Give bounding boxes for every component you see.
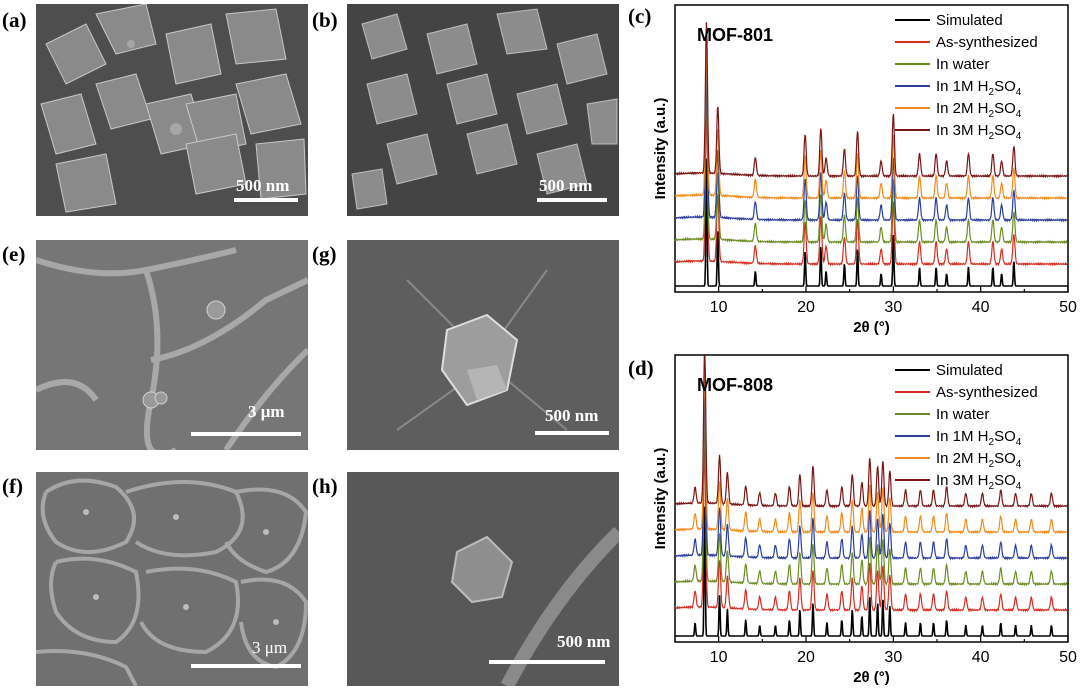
- scale-label-g: 500 nm: [545, 406, 599, 425]
- plot-frame: [674, 354, 1069, 643]
- y-axis-label: Intensity (a.u.): [652, 98, 669, 200]
- scale-label-a: 500 nm: [236, 176, 290, 195]
- xrd-chart-c: 10 20 30 40 50 2θ (°) Intensity (a.u.) MOF-801 S…: [630, 0, 1080, 344]
- chart-title: MOF-808: [697, 375, 773, 395]
- xrd-trace-0: [675, 158, 1068, 287]
- scale-bar-e: [191, 432, 301, 436]
- panel-label-e: (e): [2, 242, 26, 266]
- legend-item: In 3M H2SO4: [936, 472, 1022, 492]
- xrd-trace-1: [674, 111, 1069, 267]
- xrd-trace-3: [675, 396, 1068, 561]
- sem-panel-f: 3 μm: [36, 472, 308, 686]
- xrd-trace-1: [674, 448, 1069, 613]
- xrd-trace-5: [674, 22, 1069, 179]
- legend-item: In 3M H2SO4: [936, 122, 1022, 142]
- legend-item: Simulated: [936, 12, 1003, 29]
- scale-bar-a: [234, 198, 298, 202]
- scale-label-f: 3 μm: [252, 638, 288, 657]
- scale-label-h: 500 nm: [557, 632, 611, 651]
- y-axis-label: Intensity (a.u.): [652, 448, 669, 550]
- sem-panel-h: 500 nm: [347, 472, 619, 686]
- xrd-trace-2: [674, 423, 1068, 587]
- legend-item: As-synthesized: [936, 384, 1038, 401]
- x-tick-label: 30: [884, 649, 902, 666]
- scale-bar-h: [489, 660, 605, 664]
- legend-item: As-synthesized: [936, 34, 1038, 51]
- xrd-trace-3: [675, 66, 1068, 223]
- x-tick-label: 50: [1059, 299, 1077, 316]
- legend-item: In 2M H2SO4: [936, 450, 1022, 470]
- scale-label-b: 500 nm: [539, 176, 593, 195]
- sem-panel-g: 500 nm: [347, 240, 619, 450]
- legend-item: In water: [936, 406, 989, 423]
- panel-label-a: (a): [2, 8, 27, 32]
- x-tick-label: 40: [972, 649, 990, 666]
- x-axis-label: 2θ (°): [853, 669, 890, 686]
- legend-item: In 2M H2SO4: [936, 100, 1022, 120]
- xrd-trace-0: [675, 506, 1068, 637]
- x-tick-label: 10: [710, 299, 728, 316]
- plot-frame: [674, 4, 1069, 293]
- x-axis-label: 2θ (°): [853, 319, 890, 336]
- xrd-trace-4: [674, 371, 1068, 535]
- x-tick-label: 40: [972, 299, 990, 316]
- scale-label-e: 3 μm: [248, 402, 285, 421]
- xrd-trace-2: [674, 89, 1068, 245]
- sem-panel-a: 500 nm: [36, 4, 308, 216]
- legend-item: In water: [936, 56, 989, 73]
- xrd-chart-d: 10 20 30 40 50 2θ (°) Intensity (a.u.) MOF-808 S…: [630, 350, 1080, 694]
- legend-item: In 1M H2SO4: [936, 78, 1022, 98]
- xrd-trace-4: [674, 45, 1068, 201]
- x-tick-label: 20: [797, 299, 815, 316]
- scale-bar-b: [537, 198, 607, 202]
- legend-item: In 1M H2SO4: [936, 428, 1022, 448]
- panel-label-c: (c): [628, 4, 652, 28]
- x-tick-label: 30: [884, 299, 902, 316]
- chart-title: MOF-801: [697, 25, 773, 45]
- scale-bar-g: [535, 431, 609, 435]
- panel-label-d: (d): [628, 356, 654, 380]
- panel-label-h: (h): [312, 474, 338, 498]
- legend-item: Simulated: [936, 362, 1003, 379]
- scale-bar-f: [191, 664, 301, 668]
- x-tick-label: 20: [797, 649, 815, 666]
- x-tick-label: 10: [710, 649, 728, 666]
- sem-panel-b: 500 nm: [347, 4, 619, 216]
- panel-label-g: (g): [312, 242, 337, 266]
- x-tick-label: 50: [1059, 649, 1077, 666]
- sem-panel-e: 3 μm: [36, 240, 308, 450]
- panel-label-f: (f): [2, 474, 23, 498]
- panel-label-b: (b): [312, 8, 338, 32]
- xrd-trace-5: [674, 355, 1069, 509]
